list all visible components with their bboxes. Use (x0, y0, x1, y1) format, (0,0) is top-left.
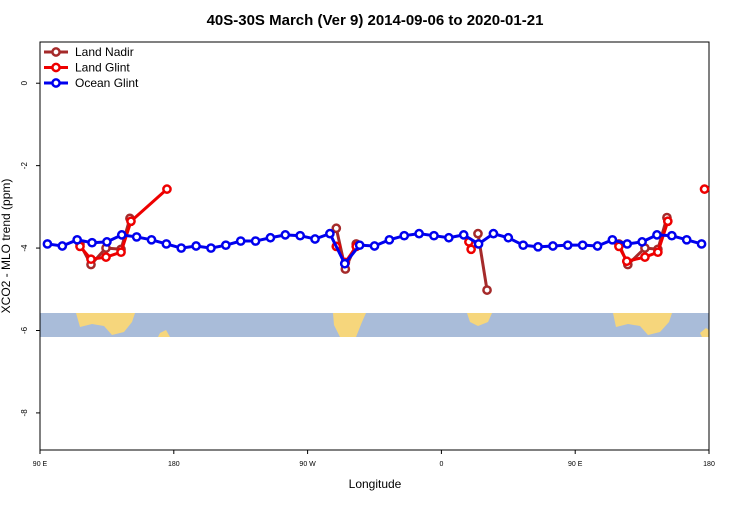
point (696, 239, 707, 249)
point (310, 234, 320, 244)
legend-label: Land Nadir (75, 45, 134, 59)
legend-marker (51, 62, 61, 73)
plot-frame (39, 41, 710, 451)
point (640, 252, 650, 262)
point (621, 256, 632, 267)
point (466, 244, 476, 255)
point (101, 252, 111, 262)
y-axis-label: XCO2 - MLO trend (ppm) (0, 179, 13, 314)
point (482, 285, 492, 295)
point (102, 237, 112, 247)
point (653, 247, 663, 258)
point (548, 241, 558, 251)
point (176, 243, 187, 253)
legend-marker (51, 47, 61, 57)
point (131, 232, 142, 242)
x-tick-label: 90 E (568, 461, 583, 468)
y-tick-label: -2 (20, 162, 29, 170)
point (399, 230, 410, 241)
point (265, 232, 276, 243)
legend-label: Land Glint (75, 61, 130, 75)
point (592, 241, 603, 251)
point (384, 234, 395, 245)
point (354, 240, 365, 251)
x-tick-label: 90 E (33, 461, 48, 468)
point (146, 234, 157, 245)
point (473, 228, 483, 239)
point (488, 228, 499, 239)
legend-marker (51, 78, 61, 88)
point (614, 241, 624, 252)
point (325, 228, 335, 239)
point (503, 232, 514, 243)
point (339, 258, 350, 269)
point (518, 240, 529, 251)
point (162, 184, 172, 194)
point (295, 230, 306, 241)
point (414, 228, 424, 239)
point (458, 230, 469, 240)
x-tick-label: 90 W (299, 461, 316, 468)
point (533, 241, 543, 252)
point (250, 236, 261, 246)
point (116, 230, 127, 240)
legend-label: Ocean Glint (75, 76, 139, 90)
point (562, 240, 573, 251)
map-strip (40, 313, 709, 337)
point (72, 234, 83, 245)
point (369, 241, 380, 251)
point (577, 240, 588, 251)
point (637, 237, 647, 247)
point (473, 239, 484, 249)
x-axis-label: Longitude (349, 477, 402, 491)
point (699, 184, 710, 194)
point (126, 216, 136, 227)
x-tick-label: 0 (439, 461, 443, 468)
point (220, 240, 231, 251)
point (191, 241, 201, 251)
y-tick-label: -4 (20, 244, 29, 252)
y-tick-label: -6 (20, 326, 29, 334)
point (443, 232, 454, 243)
point (161, 239, 172, 249)
point (57, 241, 68, 251)
point (331, 223, 342, 234)
point (86, 254, 96, 265)
y-tick-label: 0 (20, 80, 29, 85)
point (607, 234, 618, 245)
point (280, 230, 291, 240)
series-line (78, 217, 669, 291)
point (681, 234, 692, 245)
point (662, 216, 673, 227)
point (87, 237, 97, 248)
point (429, 230, 439, 241)
point (235, 236, 246, 246)
point (42, 239, 53, 249)
point (652, 230, 662, 240)
point (666, 230, 677, 241)
x-tick-label: 180 (168, 461, 180, 468)
y-tick-label: -8 (20, 409, 29, 417)
point (622, 239, 633, 249)
point (116, 247, 126, 258)
x-tick-label: 180 (703, 461, 715, 468)
point (206, 243, 216, 253)
series-line (80, 189, 705, 262)
chart-title: 40S-30S March (Ver 9) 2014-09-06 to 2020… (207, 12, 544, 29)
